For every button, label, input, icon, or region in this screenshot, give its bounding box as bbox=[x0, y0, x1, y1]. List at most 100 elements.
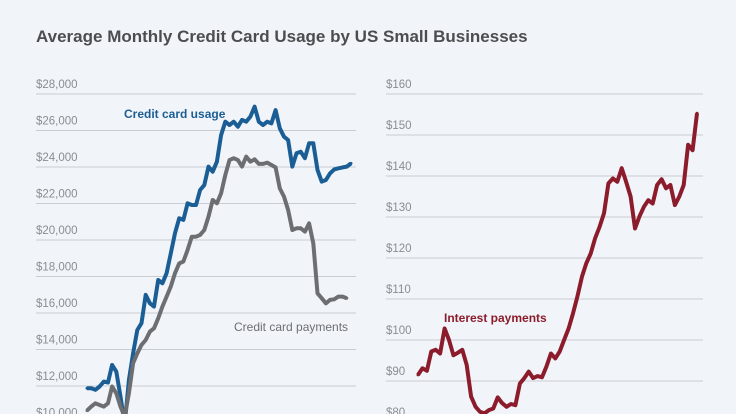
data-point-credit-card-usage bbox=[274, 108, 278, 112]
data-point-interest-payments bbox=[655, 183, 659, 187]
data-point-credit-card-payments bbox=[332, 297, 336, 301]
data-point-interest-payments bbox=[496, 395, 500, 399]
data-point-credit-card-payments bbox=[93, 401, 97, 405]
data-point-interest-payments bbox=[465, 363, 469, 367]
y-tick-label: $18,000 bbox=[36, 262, 78, 274]
data-point-credit-card-usage bbox=[190, 203, 194, 207]
data-point-interest-payments bbox=[584, 261, 588, 265]
data-point-interest-payments bbox=[646, 198, 650, 202]
data-point-credit-card-payments bbox=[269, 163, 273, 167]
data-point-credit-card-usage bbox=[307, 141, 311, 145]
data-point-interest-payments bbox=[624, 180, 628, 184]
data-point-credit-card-payments bbox=[119, 405, 123, 409]
data-point-interest-payments bbox=[571, 311, 575, 315]
data-point-credit-card-payments bbox=[219, 191, 223, 195]
data-point-credit-card-usage bbox=[139, 321, 143, 325]
y-tick-label: $26,000 bbox=[36, 116, 78, 128]
data-point-interest-payments bbox=[691, 148, 695, 152]
data-point-interest-payments bbox=[469, 395, 473, 399]
data-point-interest-payments bbox=[429, 349, 433, 353]
data-point-interest-payments bbox=[522, 376, 526, 380]
data-point-interest-payments bbox=[509, 402, 513, 406]
data-point-credit-card-payments bbox=[261, 162, 265, 166]
data-point-credit-card-usage bbox=[144, 293, 148, 297]
data-point-credit-card-usage bbox=[202, 183, 206, 187]
y-tick-label: $28,000 bbox=[36, 79, 78, 91]
data-point-credit-card-usage bbox=[194, 203, 198, 207]
data-point-interest-payments bbox=[598, 225, 602, 229]
y-tick-label: $100 bbox=[386, 325, 412, 337]
data-point-interest-payments bbox=[434, 348, 438, 352]
data-point-credit-card-usage bbox=[198, 188, 202, 192]
data-point-credit-card-usage bbox=[240, 118, 244, 122]
data-point-credit-card-payments bbox=[106, 401, 110, 405]
data-point-interest-payments bbox=[544, 365, 548, 369]
data-point-credit-card-usage bbox=[98, 385, 102, 389]
data-point-credit-card-payments bbox=[211, 198, 215, 202]
data-point-credit-card-usage bbox=[311, 141, 315, 145]
data-point-credit-card-usage bbox=[131, 351, 135, 355]
data-point-interest-payments bbox=[602, 211, 606, 215]
data-point-interest-payments bbox=[491, 406, 495, 410]
data-point-interest-payments bbox=[518, 381, 522, 385]
data-point-credit-card-usage bbox=[295, 151, 299, 155]
data-point-interest-payments bbox=[536, 374, 540, 378]
data-point-interest-payments bbox=[500, 401, 504, 405]
data-point-credit-card-usage bbox=[278, 126, 282, 130]
data-point-interest-payments bbox=[615, 180, 619, 184]
data-point-interest-payments bbox=[487, 408, 491, 412]
data-point-credit-card-payments bbox=[144, 338, 148, 342]
y-tick-label: $130 bbox=[386, 202, 412, 214]
data-point-interest-payments bbox=[482, 411, 486, 414]
y-tick-label: $24,000 bbox=[36, 152, 78, 164]
data-point-interest-payments bbox=[673, 203, 677, 207]
data-point-credit-card-payments bbox=[345, 296, 349, 300]
data-point-interest-payments bbox=[611, 176, 615, 180]
data-point-credit-card-payments bbox=[303, 230, 307, 234]
data-point-credit-card-usage bbox=[223, 120, 227, 124]
chart-title: Average Monthly Credit Card Usage by US … bbox=[36, 27, 528, 46]
data-point-interest-payments bbox=[562, 338, 566, 342]
data-point-credit-card-payments bbox=[290, 228, 294, 232]
data-point-credit-card-usage bbox=[328, 171, 332, 175]
data-point-credit-card-usage bbox=[207, 165, 211, 169]
data-point-credit-card-usage bbox=[173, 231, 177, 235]
data-point-credit-card-payments bbox=[98, 403, 102, 407]
data-point-credit-card-payments bbox=[257, 162, 261, 166]
data-point-credit-card-usage bbox=[219, 133, 223, 137]
data-point-interest-payments bbox=[531, 376, 535, 380]
data-point-credit-card-payments bbox=[173, 271, 177, 275]
data-point-credit-card-payments bbox=[165, 295, 169, 299]
data-point-interest-payments bbox=[589, 251, 593, 255]
data-point-credit-card-usage bbox=[85, 386, 89, 390]
data-point-interest-payments bbox=[575, 295, 579, 299]
y-tick-label: $140 bbox=[386, 161, 412, 173]
data-point-credit-card-usage bbox=[282, 135, 286, 139]
y-tick-label: $80 bbox=[386, 407, 405, 414]
data-point-credit-card-payments bbox=[139, 343, 143, 347]
data-point-credit-card-payments bbox=[282, 195, 286, 199]
data-point-credit-card-usage bbox=[215, 160, 219, 164]
data-point-credit-card-payments bbox=[253, 157, 257, 161]
data-point-interest-payments bbox=[567, 327, 571, 331]
left-chart: $10,000 $12,000 $14,000 $16,000 $18,000 $20,0… bbox=[36, 79, 356, 414]
data-point-credit-card-payments bbox=[181, 260, 185, 264]
data-point-interest-payments bbox=[633, 226, 637, 230]
data-point-interest-payments bbox=[527, 370, 531, 374]
data-point-interest-payments bbox=[425, 369, 429, 373]
data-point-interest-payments bbox=[540, 375, 544, 379]
data-point-interest-payments bbox=[456, 351, 460, 355]
data-point-credit-card-payments bbox=[244, 155, 248, 159]
data-point-credit-card-usage bbox=[290, 165, 294, 169]
data-point-credit-card-usage bbox=[114, 370, 118, 374]
data-point-credit-card-payments bbox=[265, 161, 269, 165]
y-tick-label: $110 bbox=[386, 284, 411, 296]
data-point-credit-card-payments bbox=[152, 326, 156, 330]
data-point-credit-card-usage bbox=[227, 123, 231, 127]
data-point-interest-payments bbox=[677, 195, 681, 198]
data-point-credit-card-usage bbox=[165, 271, 169, 275]
data-point-credit-card-usage bbox=[211, 170, 215, 174]
data-point-interest-payments bbox=[478, 410, 482, 414]
